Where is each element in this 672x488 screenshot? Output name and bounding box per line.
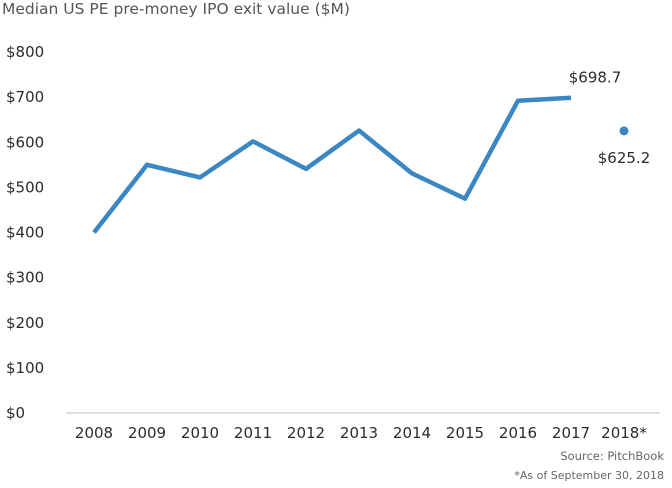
x-tick-label: 2010 <box>181 424 219 442</box>
y-tick-label: $800 <box>6 43 44 61</box>
y-tick-label: $600 <box>6 133 44 151</box>
data-labels: $698.7 $625.2 <box>569 69 651 167</box>
y-tick-label: $400 <box>6 224 44 242</box>
y-tick-label: $0 <box>6 404 25 422</box>
y-tick-label: $200 <box>6 314 44 332</box>
x-tick-label: 2011 <box>234 424 272 442</box>
y-tick-label: $300 <box>6 269 44 287</box>
x-tick-label: 2017 <box>552 424 590 442</box>
y-tick-label: $700 <box>6 88 44 106</box>
x-tick-label: 2015 <box>446 424 484 442</box>
y-tick-label: $100 <box>6 359 44 377</box>
data-label: $698.7 <box>569 69 622 87</box>
x-axis: 2008 2009 2010 2011 2012 2013 2014 2015 2016 2017… <box>75 424 647 442</box>
x-tick-label: 2014 <box>393 424 431 442</box>
y-axis: $0 $100 $200 $300 $400 $500 $600 $700 $800 <box>6 43 44 422</box>
footnote: *As of September 30, 2018 <box>514 469 664 482</box>
series-group <box>92 95 629 234</box>
x-tick-label: 2016 <box>499 424 537 442</box>
chart-title: Median US PE pre-money IPO exit value ($… <box>2 0 350 18</box>
x-tick-label: 2012 <box>287 424 325 442</box>
source-note: Source: PitchBook <box>560 449 664 463</box>
x-tick-label: 2018* <box>601 424 647 442</box>
x-tick-label: 2013 <box>340 424 378 442</box>
series-line <box>92 95 572 234</box>
x-tick-label: 2008 <box>75 424 113 442</box>
y-tick-label: $500 <box>6 178 44 196</box>
data-label: $625.2 <box>598 149 651 167</box>
data-point-2018 <box>619 126 629 136</box>
x-tick-label: 2009 <box>128 424 166 442</box>
